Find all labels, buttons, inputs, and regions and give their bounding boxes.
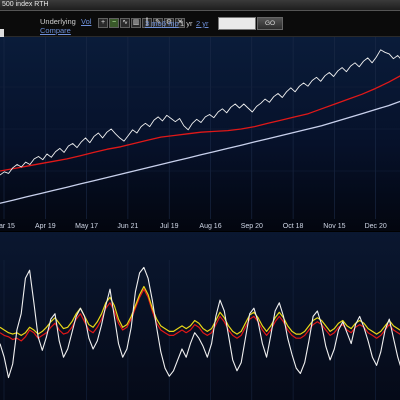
close-icon[interactable]: ✕ (175, 18, 185, 28)
volatility-series-group (0, 266, 400, 379)
window-titlebar: 500 index RTH (0, 0, 400, 11)
price-x-axis: Mar 15 Apr 19 May 17 Jun 21 Jul 19 Aug 16 Sep … (0, 223, 387, 230)
volatility-line-hv90 (0, 285, 400, 337)
range-2yr[interactable]: 2 yr (196, 19, 209, 28)
price-x-tick-label: Dec 20 (365, 223, 387, 230)
price-x-tick-label: Sep 20 (241, 223, 263, 230)
price-x-tick-label: Aug 16 (199, 223, 221, 230)
price-plot-area (0, 37, 400, 231)
price-x-tick-label: Apr 19 (35, 223, 56, 230)
volatility-plot-area (0, 232, 400, 400)
range-1yr[interactable]: 1 yr (180, 19, 193, 28)
underlying-label: Underlying (40, 17, 76, 26)
go-button[interactable]: GO (257, 17, 283, 30)
price-x-tick-label: Oct 18 (283, 223, 304, 230)
price-line (0, 49, 400, 176)
panel-marker (0, 29, 4, 37)
price-x-tick-label: May 17 (75, 223, 98, 230)
price-x-tick-label: Jun 21 (117, 223, 138, 230)
range-6mo[interactable]: 6 mo (162, 19, 179, 28)
volatility-line-iv60 (0, 266, 400, 379)
settings-icon[interactable]: ⚙ (164, 18, 174, 28)
line-chart-icon[interactable]: ∿ (120, 18, 130, 28)
zoom-in-icon[interactable]: + (98, 18, 108, 28)
symbol-input[interactable] (218, 17, 256, 30)
vol-link[interactable]: Vol (81, 17, 92, 26)
candle-chart-icon[interactable]: ┃ (142, 18, 152, 28)
zoom-out-icon[interactable]: − (109, 18, 119, 28)
toolbar: Underlying Vol Compare + − ∿ ▥ ┃ ✎ ⚙ ✕ 3… (0, 11, 400, 37)
volatility-line-iv30 (0, 288, 400, 342)
price-x-tick-label: Mar 15 (0, 223, 15, 230)
compare-link[interactable]: Compare (40, 26, 71, 35)
price-x-tick-label: Jul 19 (160, 223, 179, 230)
window-title: 500 index RTH (2, 1, 49, 8)
moving-average-long (0, 100, 400, 204)
moving-average-short (0, 75, 400, 172)
bar-chart-icon[interactable]: ▥ (131, 18, 141, 28)
price-gridlines (0, 37, 400, 219)
volatility-chart (0, 232, 400, 400)
draw-icon[interactable]: ✎ (153, 18, 163, 28)
range-3mo[interactable]: 3 mo (145, 19, 162, 28)
price-series-group (0, 49, 400, 204)
price-chart: Mar 15 Apr 19 May 17 Jun 21 Jul 19 Aug 16 Sep … (0, 37, 400, 231)
price-x-tick-label: Nov 15 (323, 223, 345, 230)
